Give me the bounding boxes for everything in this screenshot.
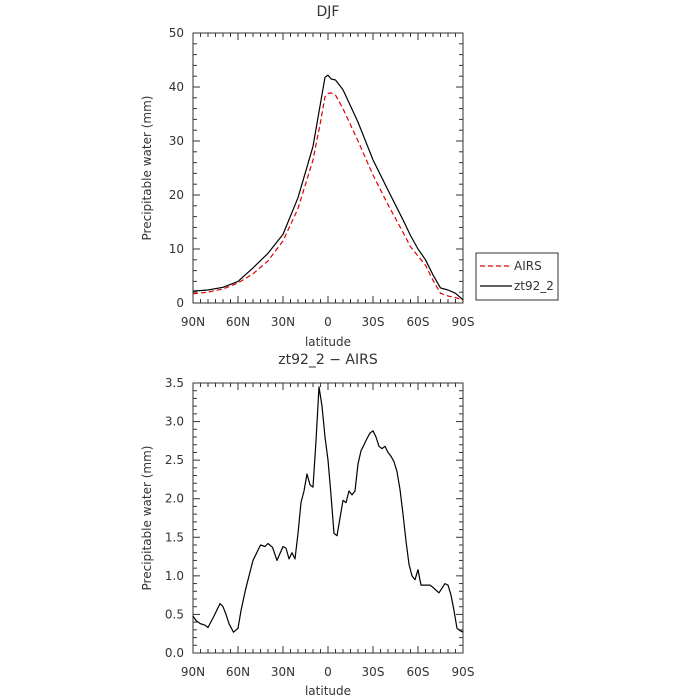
x-tick-label: 30N: [271, 665, 295, 679]
y-axis-label: Precipitable water (mm): [140, 96, 154, 241]
chart-title: DJF: [317, 4, 340, 20]
x-tick-label: 90S: [452, 315, 475, 329]
y-tick-label: 3.0: [165, 415, 184, 429]
y-tick-label: 1.0: [165, 569, 184, 583]
x-tick-label: 30S: [362, 315, 385, 329]
x-axis-label: latitude: [305, 335, 351, 349]
y-tick-label: 50: [169, 26, 184, 40]
x-tick-label: 30N: [271, 315, 295, 329]
y-tick-label: 40: [169, 80, 184, 94]
y-tick-label: 2.5: [165, 453, 184, 467]
difference-line: [192, 386, 464, 633]
y-tick-label: 0.0: [165, 646, 184, 660]
y-tick-label: 1.5: [165, 530, 184, 544]
x-tick-label: 90N: [181, 665, 205, 679]
y-tick-label: 30: [169, 134, 184, 148]
series-line-zt92-2: [192, 74, 464, 301]
plot-frame: [192, 32, 464, 304]
x-tick-label: 60N: [226, 315, 250, 329]
x-axis-label: latitude: [305, 684, 351, 698]
x-tick-label: 60S: [407, 315, 430, 329]
legend: AIRS zt92_2: [475, 252, 559, 301]
series-line-airs: [192, 92, 464, 301]
difference-panel: zt92_2 − AIRS 90N 60N 30N 0 30S 60S 90S 0.0 0.5 1.…: [140, 352, 474, 698]
plot-frame: [192, 382, 464, 654]
legend-box: [475, 252, 559, 301]
x-tick-label: 90N: [181, 315, 205, 329]
y-tick-label: 10: [169, 242, 184, 256]
x-tick-label: 60S: [407, 665, 430, 679]
legend-label-airs: AIRS: [514, 259, 542, 273]
x-tick-label: 30S: [362, 665, 385, 679]
y-tick-label: 0: [176, 296, 184, 310]
x-tick-label: 90S: [452, 665, 475, 679]
y-tick-label: 20: [169, 188, 184, 202]
y-tick-label: 0.5: [165, 607, 184, 621]
djf-panel: DJF 90N 60N 30N 0 30S 60S 90S 0 10 20 30 40 50 latitud…: [140, 4, 474, 349]
y-tick-label: 3.5: [165, 376, 184, 390]
x-tick-label: 0: [324, 315, 332, 329]
legend-label-zt92-2: zt92_2: [514, 279, 554, 293]
x-tick-label: 0: [324, 665, 332, 679]
y-axis-label: Precipitable water (mm): [140, 446, 154, 591]
chart-title: zt92_2 − AIRS: [278, 352, 378, 368]
y-tick-label: 2.0: [165, 492, 184, 506]
x-tick-label: 60N: [226, 665, 250, 679]
